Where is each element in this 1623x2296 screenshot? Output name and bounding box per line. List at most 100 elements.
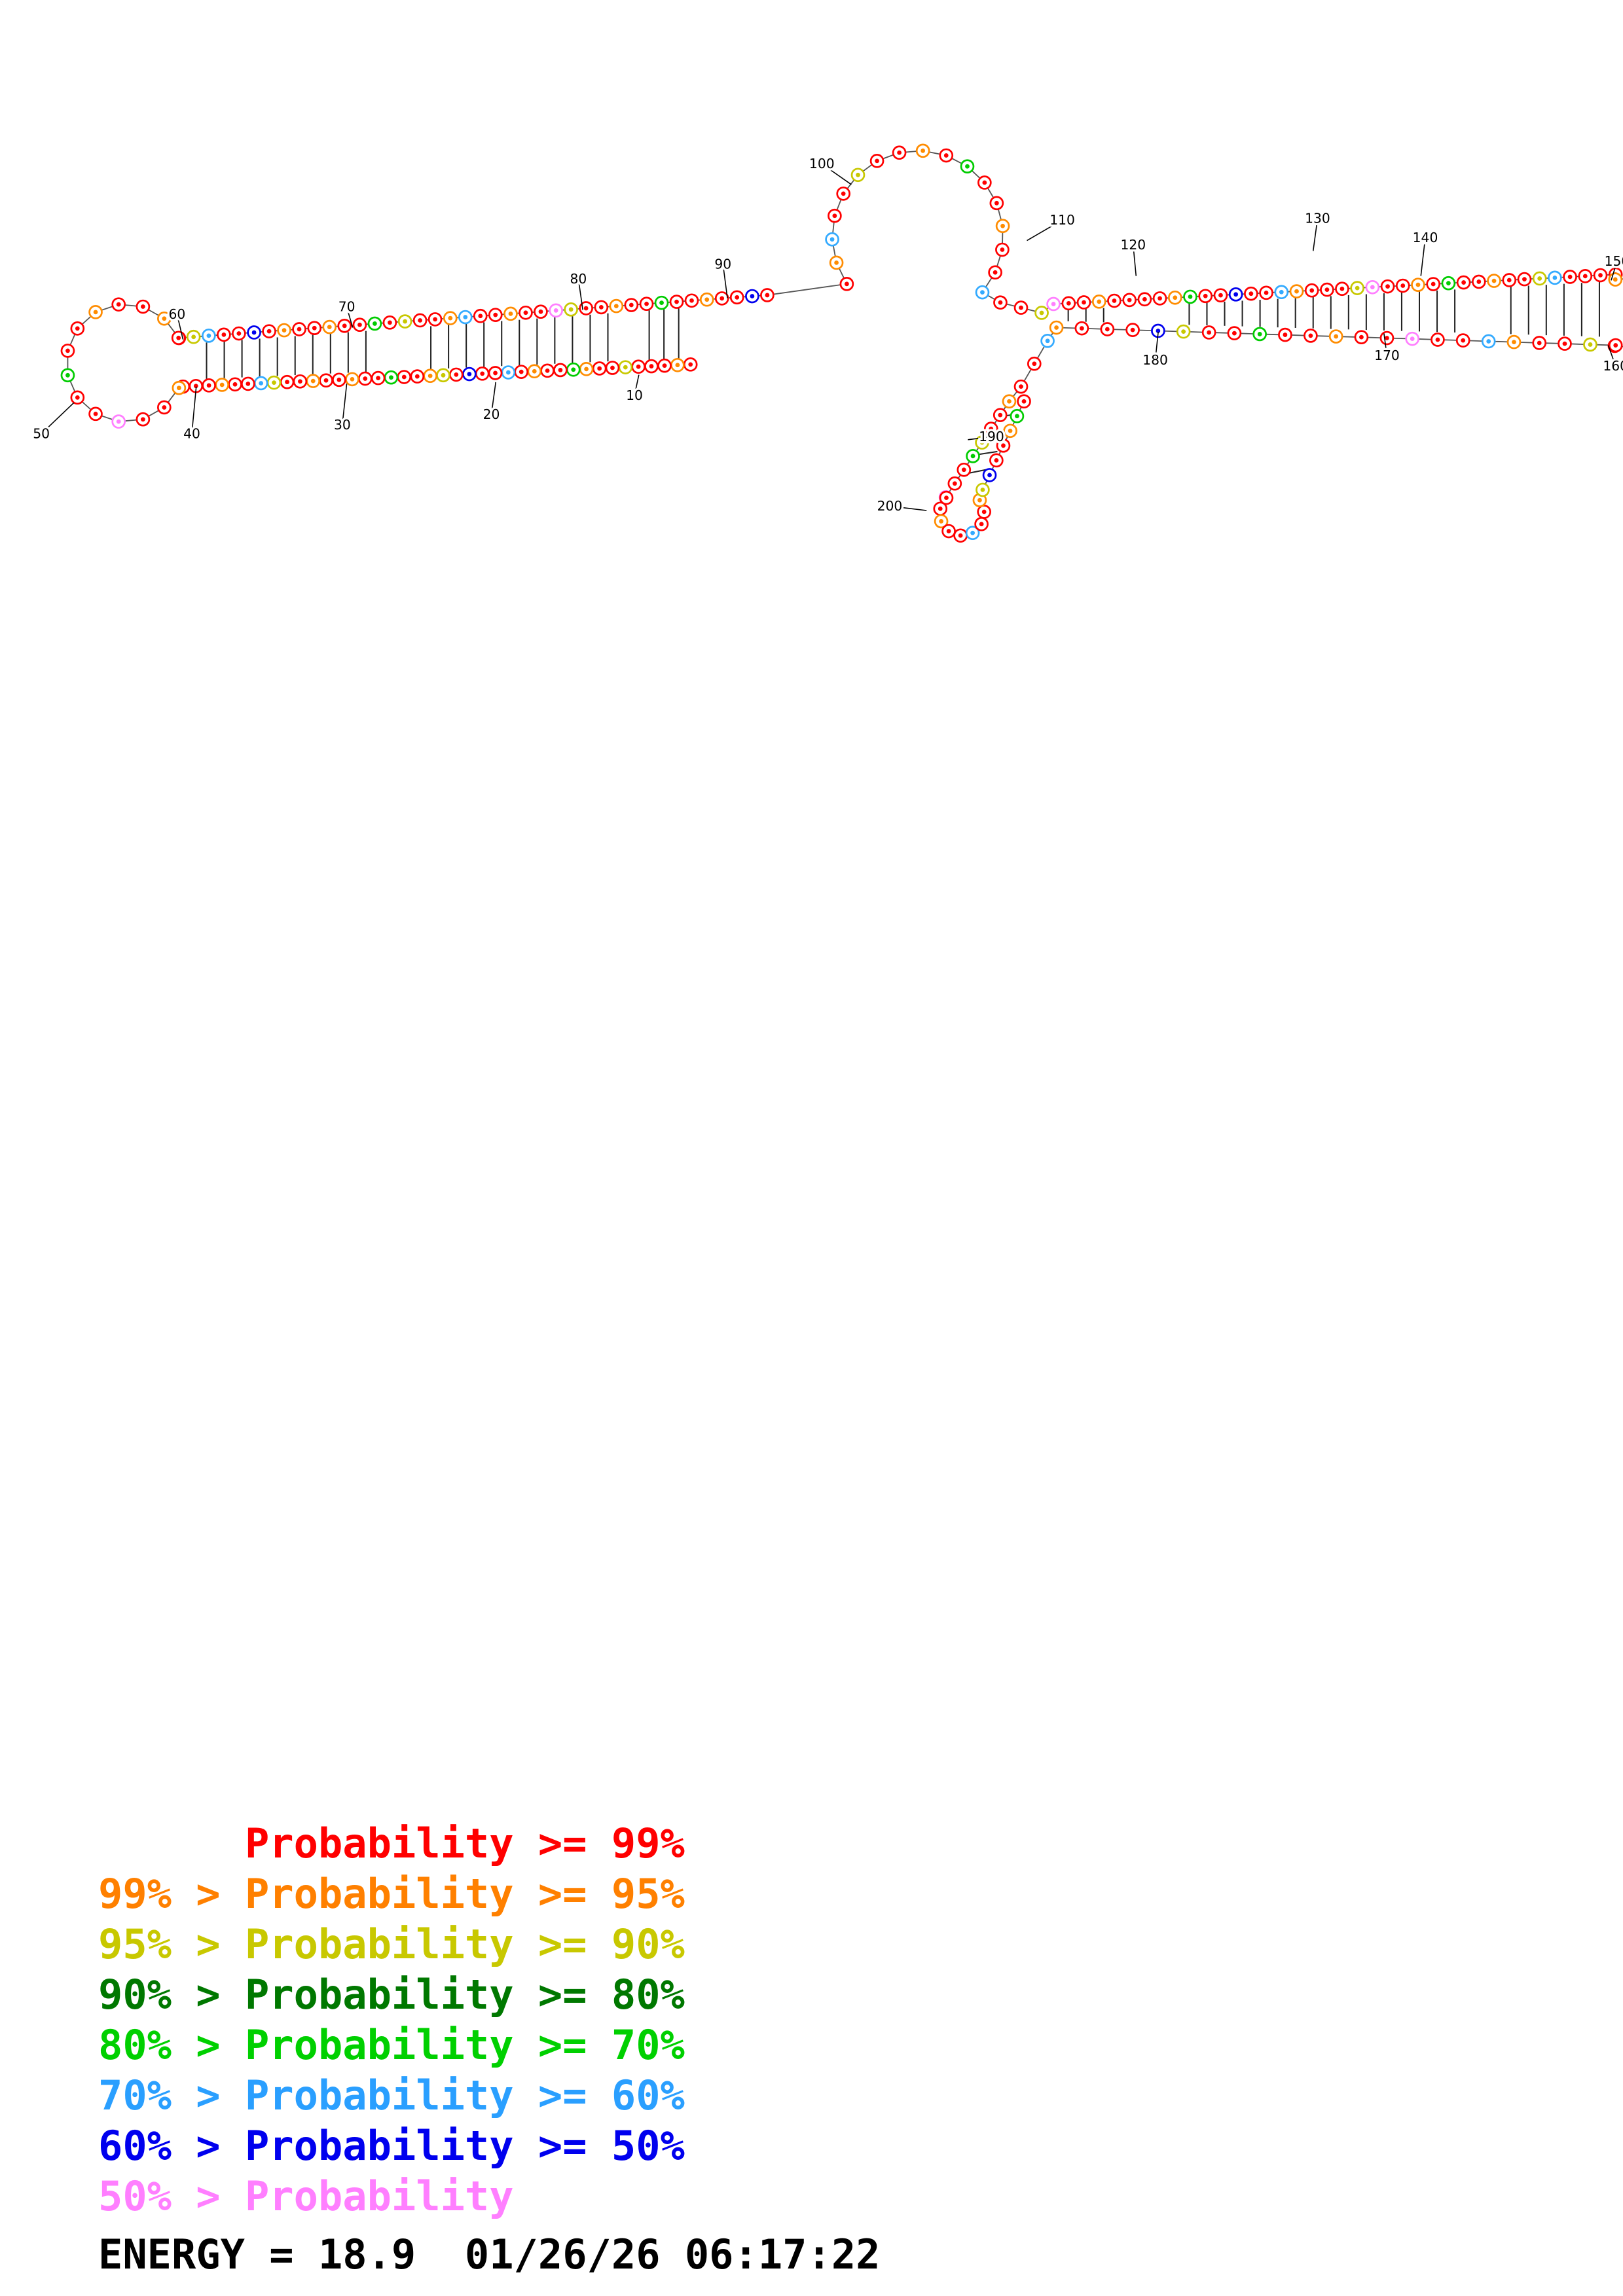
nucleotide-base-dot bbox=[376, 376, 380, 380]
legend-row: 80% > Probability >= 70% bbox=[98, 2021, 685, 2069]
nucleotide-base-dot bbox=[1232, 331, 1237, 336]
nucleotide-base-dot bbox=[1264, 290, 1269, 295]
nucleotide-base-dot bbox=[1079, 326, 1084, 331]
position-label: 20 bbox=[483, 406, 500, 422]
nucleotide-base-dot bbox=[644, 301, 649, 306]
nucleotide-base-dot bbox=[1082, 300, 1086, 305]
position-label: 80 bbox=[570, 271, 587, 287]
nucleotide-base-dot bbox=[441, 372, 446, 378]
nucleotide-base-dot bbox=[662, 363, 667, 368]
nucleotide-base-dot bbox=[1294, 289, 1299, 294]
nucleotide-base-dot bbox=[259, 381, 264, 386]
nucleotide-base-dot bbox=[982, 180, 987, 185]
nucleotide-base-dot bbox=[1127, 297, 1132, 302]
nucleotide-base-dot bbox=[221, 332, 227, 337]
nucleotide-base-dot bbox=[1203, 293, 1208, 298]
nucleotide-base-dot bbox=[571, 367, 576, 372]
nucleotide-base-dot bbox=[467, 372, 472, 376]
nucleotide-base-dot bbox=[519, 369, 524, 374]
nucleotide-base-dot bbox=[998, 300, 1003, 305]
nucleotide-base-dot bbox=[553, 308, 558, 313]
nucleotide-base-dot bbox=[1000, 247, 1005, 252]
nucleotide-base-dot bbox=[1537, 276, 1542, 281]
nucleotide-base-dot bbox=[116, 302, 121, 307]
nucleotide-base-dot bbox=[987, 473, 992, 478]
nucleotide-base-dot bbox=[965, 164, 970, 169]
nucleotide-base-dot bbox=[454, 372, 459, 377]
nucleotide-base-dot bbox=[1461, 338, 1466, 343]
nucleotide-base-dot bbox=[1032, 361, 1037, 367]
nucleotide-base-dot bbox=[994, 457, 999, 463]
position-label: 60 bbox=[169, 306, 186, 322]
nucleotide-base-dot bbox=[1000, 223, 1005, 228]
label-leader-line bbox=[490, 382, 497, 415]
label-leader-line bbox=[577, 279, 583, 310]
nucleotide-base-dot bbox=[505, 370, 511, 375]
nucleotide-base-dot bbox=[1431, 281, 1436, 287]
nucleotide-base-dot bbox=[1324, 287, 1330, 292]
nucleotide-base-dot bbox=[1019, 384, 1023, 389]
nucleotide-base-dot bbox=[1015, 414, 1019, 419]
label-leader-line bbox=[821, 163, 852, 185]
nucleotide-base-dot bbox=[236, 331, 242, 336]
nucleotide-base-dot bbox=[856, 172, 860, 177]
nucleotide-base-dot bbox=[980, 488, 985, 492]
position-label: 190 bbox=[979, 429, 1004, 444]
nucleotide-base-dot bbox=[832, 213, 837, 219]
nucleotide-base-dot bbox=[1370, 285, 1375, 290]
nucleotide-base-dot bbox=[1158, 296, 1162, 301]
label-leader-line bbox=[1383, 333, 1388, 356]
nucleotide-base-dot bbox=[523, 310, 528, 315]
nucleotide-base-dot bbox=[568, 307, 574, 312]
nucleotide-base-dot bbox=[65, 372, 70, 378]
position-label: 10 bbox=[626, 387, 643, 403]
position-label: 100 bbox=[809, 156, 835, 171]
position-label: 110 bbox=[1049, 212, 1075, 228]
legend-row: Probability >= 99% bbox=[98, 1820, 685, 1867]
nucleotide-base-dot bbox=[403, 319, 408, 324]
nucleotide-base-dot bbox=[1552, 275, 1558, 280]
nucleotide-base-dot bbox=[1104, 327, 1110, 332]
nucleotide-base-dot bbox=[140, 304, 145, 309]
nucleotide-base-dot bbox=[350, 377, 355, 382]
probability-legend: Probability >= 99% 99% > Probability >= 9… bbox=[98, 1818, 685, 2221]
position-label: 120 bbox=[1120, 237, 1146, 253]
nucleotide-base-dot bbox=[1567, 274, 1573, 279]
nucleotide-base-dot bbox=[1156, 329, 1161, 333]
label-leader-line bbox=[1312, 218, 1319, 251]
nucleotide-base-dot bbox=[1461, 280, 1466, 285]
nucleotide-base-dot bbox=[944, 495, 949, 500]
nucleotide-base-dot bbox=[1512, 340, 1516, 344]
nucleotide-base-dot bbox=[649, 364, 654, 368]
label-leader-line bbox=[1420, 237, 1426, 276]
nucleotide-base-dot bbox=[1066, 300, 1071, 306]
nucleotide-base-dot bbox=[282, 328, 287, 332]
nucleotide-base-dot bbox=[1045, 338, 1050, 344]
label-leader-line bbox=[346, 306, 354, 328]
nucleotide-base-dot bbox=[1562, 341, 1567, 346]
nucleotide-base-dot bbox=[675, 363, 680, 368]
nucleotide-base-dot bbox=[946, 529, 951, 533]
nucleotide-base-dot bbox=[414, 374, 420, 379]
nucleotide-base-dot bbox=[116, 419, 121, 424]
nucleotide-base-dot bbox=[623, 365, 628, 370]
nucleotide-base-dot bbox=[977, 497, 982, 503]
nucleotide-base-dot bbox=[206, 333, 211, 338]
nucleotide-base-dot bbox=[970, 530, 975, 535]
nucleotide-base-dot bbox=[897, 150, 902, 155]
nucleotide-base-dot bbox=[232, 382, 238, 387]
nucleotide-base-dot bbox=[1410, 336, 1415, 342]
nucleotide-base-dot bbox=[1334, 334, 1339, 339]
nucleotide-base-dot bbox=[939, 519, 943, 524]
nucleotide-base-dot bbox=[765, 293, 770, 298]
position-label: 180 bbox=[1142, 352, 1168, 368]
nucleotide-base-dot bbox=[720, 296, 725, 301]
nucleotide-base-dot bbox=[558, 368, 563, 372]
label-leader-line bbox=[176, 314, 184, 340]
nucleotide-base-dot bbox=[1001, 443, 1006, 448]
nucleotide-base-dot bbox=[297, 327, 302, 332]
nucleotide-base-dot bbox=[735, 295, 740, 300]
position-label: 170 bbox=[1374, 348, 1400, 363]
nucleotide-base-dot bbox=[981, 509, 987, 514]
